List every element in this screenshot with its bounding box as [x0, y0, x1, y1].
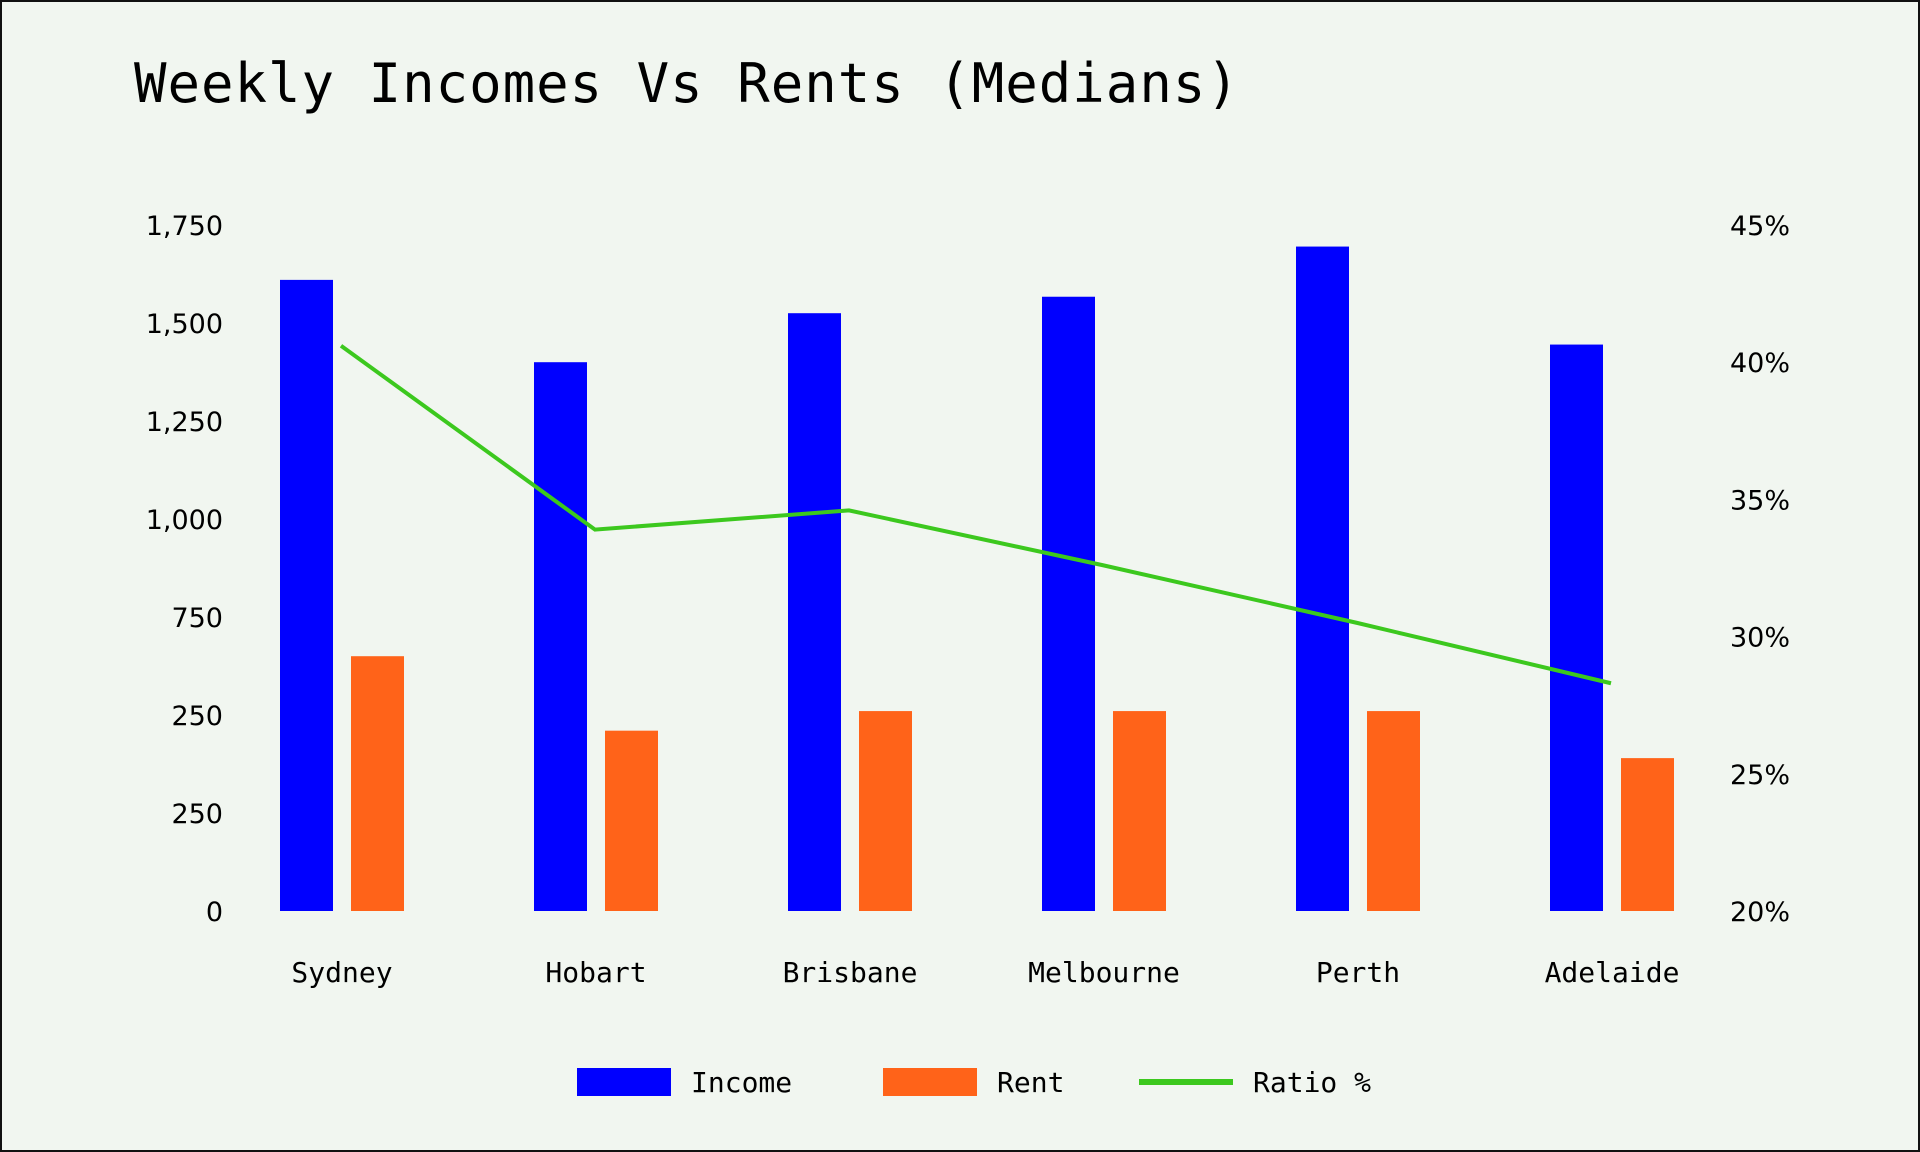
legend-label-rent: Rent: [997, 1065, 1065, 1099]
rent-bar: [1367, 711, 1420, 911]
category-label: Perth: [1316, 956, 1400, 989]
right-tick-label: 25%: [1730, 760, 1790, 791]
right-tick-label: 20%: [1730, 897, 1790, 928]
left-tick-label: 750: [171, 603, 223, 634]
category-label: Adelaide: [1545, 956, 1680, 989]
legend: Income Rent Ratio %: [0, 1052, 1920, 1112]
category-label: Brisbane: [783, 956, 918, 989]
category-axis: Sydney Hobart Brisbane Melbourne Perth Adelai…: [291, 956, 1679, 989]
left-tick-label: 0: [206, 897, 223, 928]
bar-series: [280, 246, 1674, 912]
right-tick-label: 35%: [1730, 485, 1790, 516]
category-label: Hobart: [545, 956, 646, 989]
legend-item-rent: Rent: [883, 1052, 1064, 1112]
ratio-line-series: [339, 344, 1612, 686]
rent-bar: [605, 730, 658, 911]
right-axis: 20% 25% 30% 35% 40% 45%: [1730, 211, 1790, 928]
legend-label-ratio: Ratio %: [1253, 1065, 1372, 1099]
left-tick-label: 1,000: [146, 505, 223, 536]
legend-item-ratio: Ratio %: [1139, 1052, 1371, 1112]
left-tick-label: 250: [171, 701, 223, 732]
left-tick-label: 250: [171, 799, 223, 830]
left-tick-label: 1,250: [146, 407, 223, 438]
income-bar: [534, 362, 587, 911]
left-axis: 0 250 250 750 1,000 1,250 1,500 1,750: [146, 211, 223, 928]
rent-bar: [1113, 711, 1166, 911]
chart-title: Weekly Incomes Vs Rents (Medians): [134, 52, 1240, 115]
category-label: Sydney: [291, 956, 392, 989]
income-bar: [1296, 246, 1349, 911]
left-tick-label: 1,500: [146, 309, 223, 340]
income-bar: [1042, 296, 1095, 912]
income-bar: [1550, 344, 1603, 911]
category-label: Melbourne: [1028, 956, 1180, 989]
right-tick-label: 30%: [1730, 623, 1790, 654]
rent-bar: [859, 711, 912, 911]
income-bar: [788, 313, 841, 911]
rent-bar: [1621, 758, 1674, 911]
legend-item-income: Income: [577, 1052, 792, 1112]
legend-swatch-income: [577, 1068, 671, 1096]
legend-swatch-rent: [883, 1068, 977, 1096]
left-tick-label: 1,750: [146, 211, 223, 242]
legend-label-income: Income: [691, 1065, 793, 1099]
right-tick-label: 40%: [1730, 348, 1790, 379]
right-tick-label: 45%: [1730, 211, 1790, 242]
legend-swatch-ratio: [1139, 1079, 1233, 1085]
income-bar: [280, 279, 333, 911]
ratio-line: [339, 344, 1612, 686]
rent-bar: [351, 656, 404, 911]
